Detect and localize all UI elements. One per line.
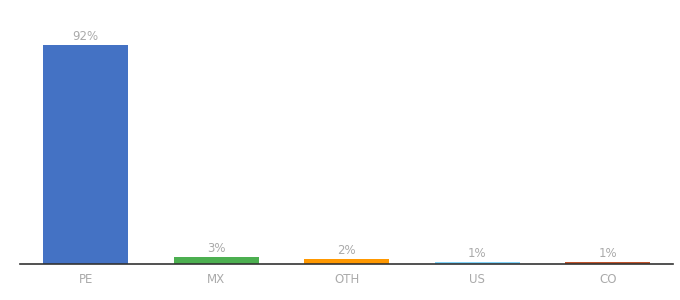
- Text: 3%: 3%: [207, 242, 226, 255]
- Text: 92%: 92%: [73, 30, 99, 43]
- Text: 1%: 1%: [468, 247, 487, 260]
- Bar: [435, 262, 520, 264]
- Bar: [174, 257, 258, 264]
- Bar: [566, 262, 650, 264]
- Bar: [305, 259, 389, 264]
- Text: 2%: 2%: [337, 244, 356, 257]
- Bar: [44, 45, 128, 264]
- Text: 1%: 1%: [598, 247, 617, 260]
